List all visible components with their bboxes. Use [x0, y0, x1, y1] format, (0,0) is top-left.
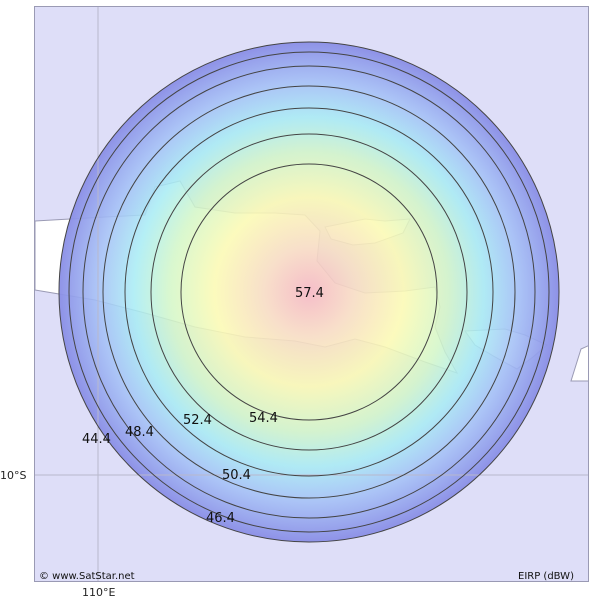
contour-label-57-4: 57.4 — [295, 286, 324, 301]
latitude-label: 10°S — [0, 469, 27, 482]
contour-ring-52-4 — [124, 107, 494, 477]
contour-label-46-4: 46.4 — [206, 511, 235, 526]
map-canvas: 57.4 54.4 52.4 50.4 48.4 46.4 44.4 © www… — [35, 7, 588, 582]
contour-ring-44-4 — [58, 41, 560, 543]
contour-rings — [58, 41, 560, 543]
contour-label-54-4: 54.4 — [249, 411, 278, 426]
contour-ring-50-4 — [102, 85, 516, 499]
contour-label-44-4: 44.4 — [82, 432, 111, 447]
contour-ring-46-4 — [68, 51, 550, 533]
unit-label: EIRP (dBW) — [518, 571, 574, 582]
beam-footprint — [59, 42, 559, 542]
contour-ring-57-4 — [180, 163, 438, 421]
contour-ring-54-4 — [150, 133, 468, 451]
copyright-text: © www.SatStar.net — [39, 571, 135, 582]
contour-label-52-4: 52.4 — [183, 413, 212, 428]
contour-label-50-4: 50.4 — [222, 468, 251, 483]
longitude-label: 110°E — [82, 586, 116, 599]
contour-label-48-4: 48.4 — [125, 425, 154, 440]
contour-ring-48-4 — [82, 65, 536, 519]
coverage-map[interactable]: 57.4 54.4 52.4 50.4 48.4 46.4 44.4 © www… — [34, 6, 589, 582]
